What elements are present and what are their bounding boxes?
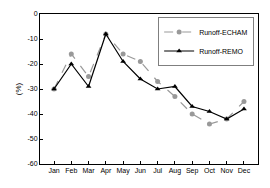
svg-text:(%): (%) [14, 82, 23, 95]
svg-text:Apr: Apr [100, 167, 112, 175]
svg-text:Runoff-ECHAM: Runoff-ECHAM [199, 29, 247, 36]
svg-text:Aug: Aug [169, 167, 182, 175]
svg-text:Dec: Dec [238, 167, 251, 174]
svg-text:Oct: Oct [204, 167, 215, 174]
svg-text:Jan: Jan [48, 167, 59, 174]
svg-text:-50: -50 [27, 135, 37, 142]
svg-text:Nov: Nov [220, 167, 233, 174]
svg-text:Runoff-REMO: Runoff-REMO [199, 48, 243, 55]
svg-text:-10: -10 [27, 35, 37, 42]
svg-text:-40: -40 [27, 110, 37, 117]
svg-text:May: May [116, 167, 130, 175]
svg-text:Jul: Jul [153, 167, 162, 174]
svg-text:-60: -60 [27, 160, 37, 167]
svg-text:Feb: Feb [65, 167, 77, 174]
svg-text:0: 0 [34, 10, 38, 17]
svg-text:Jun: Jun [135, 167, 146, 174]
svg-text:Mar: Mar [83, 167, 96, 174]
svg-text:-20: -20 [27, 60, 37, 67]
svg-text:Sep: Sep [186, 167, 199, 175]
svg-text:-30: -30 [27, 85, 37, 92]
